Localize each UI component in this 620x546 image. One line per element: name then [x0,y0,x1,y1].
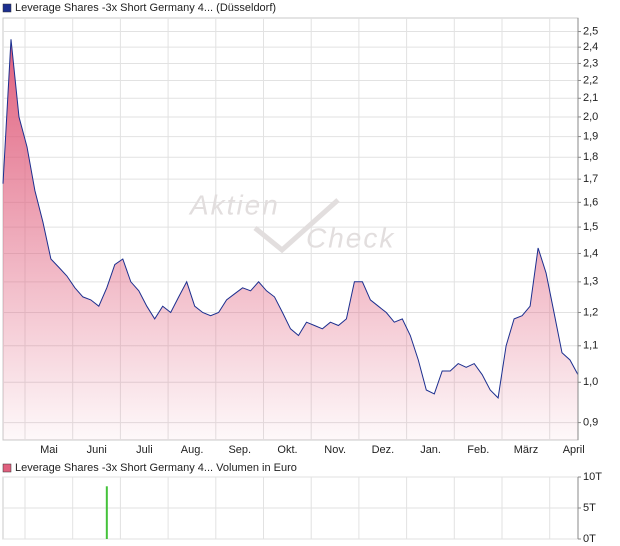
y-tick-label: 2,3 [583,57,598,69]
x-tick-label: Dez. [372,444,395,456]
legend-label: Leverage Shares -3x Short Germany 4... (… [15,2,276,14]
x-tick-label: Aug. [181,444,204,456]
x-tick-label: Jan. [420,444,441,456]
price-line [2,39,579,399]
y-tick-label: 1,0 [583,376,598,388]
x-tick-label: Nov. [324,444,346,456]
y-tick-label: 2,4 [583,41,598,53]
legend-swatch [2,463,12,473]
y-tick-label: 2,0 [583,111,598,123]
y-tick-label: 1,7 [583,173,598,185]
x-tick-label: Feb. [467,444,489,456]
y-tick-label: 1,2 [583,306,598,318]
y-tick-label: 1,9 [583,130,598,142]
y-tick-label: 2,1 [583,92,598,104]
y-tick-label: 1,1 [583,340,598,352]
y-tick-label: 1,5 [583,221,598,233]
x-tick-label: Juli [136,444,153,456]
y-tick-label: 10T [583,471,602,483]
y-tick-label: 1,4 [583,247,598,259]
x-tick-label: Okt. [277,444,297,456]
y-tick-label: 2,2 [583,74,598,86]
watermark-check [253,198,340,254]
y-tick-label: 1,3 [583,276,598,288]
y-tick-label: 0T [583,533,596,545]
watermark: Aktien [188,189,280,220]
x-tick-label: Juni [87,444,107,456]
x-tick-label: März [514,444,538,456]
volume-bar [105,486,108,539]
y-tick-label: 2,5 [583,25,598,37]
y-tick-label: 5T [583,502,596,514]
x-tick-label: Mai [40,444,58,456]
legend-swatch [2,3,12,13]
watermark: Check [306,222,395,253]
area [3,39,578,441]
legend-label: Leverage Shares -3x Short Germany 4... V… [15,462,297,474]
x-tick-label: April [563,444,585,456]
x-tick-label: Sep. [228,444,251,456]
y-tick-label: 1,6 [583,196,598,208]
y-tick-label: 1,8 [583,151,598,163]
y-tick-label: 0,9 [583,417,598,429]
